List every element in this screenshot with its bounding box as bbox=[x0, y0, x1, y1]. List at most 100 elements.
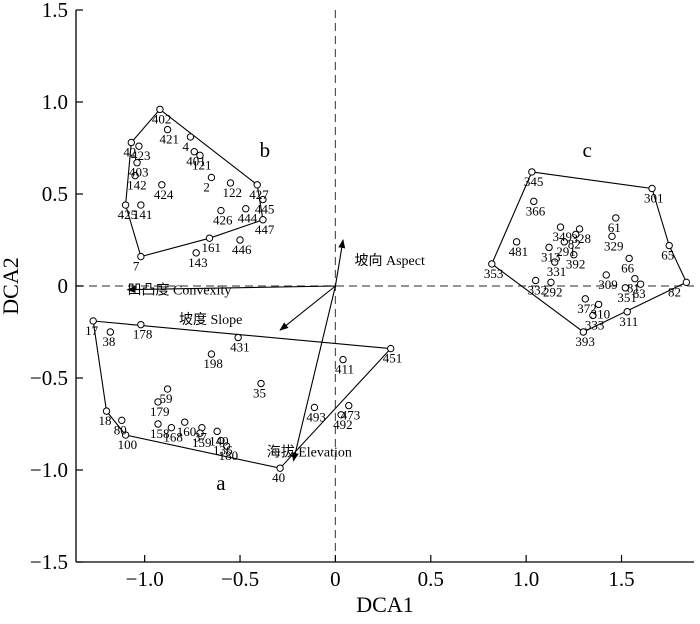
sample-point-40 bbox=[276, 464, 284, 472]
sample-label-393: 393 bbox=[575, 334, 595, 349]
vector-label-0: 坡向 Aspect bbox=[354, 253, 424, 269]
sample-point-198 bbox=[207, 350, 216, 358]
sample-label-424: 424 bbox=[154, 187, 174, 202]
sample-label-142: 142 bbox=[127, 178, 147, 193]
sample-point-329 bbox=[608, 232, 616, 241]
sample-point-392 bbox=[570, 251, 578, 259]
x-tick-label-4: 1.0 bbox=[513, 567, 539, 591]
sample-point-421 bbox=[163, 125, 172, 134]
sample-label-179: 179 bbox=[150, 404, 170, 419]
sample-label-81: 81 bbox=[627, 281, 640, 296]
sample-point-4 bbox=[186, 133, 195, 141]
sample-label-4: 4 bbox=[182, 139, 189, 154]
sample-label-333: 333 bbox=[585, 317, 605, 332]
sample-label-160: 160 bbox=[177, 424, 197, 439]
y-tick-label-2: −0.5 bbox=[30, 366, 68, 390]
sample-point-18 bbox=[102, 407, 111, 415]
sample-point-446 bbox=[236, 236, 244, 244]
sample-label-411: 411 bbox=[335, 362, 354, 377]
sample-point-143 bbox=[192, 249, 200, 257]
sample-point-393 bbox=[579, 328, 588, 336]
x-tick-label-0: −1.0 bbox=[126, 567, 164, 591]
sample-point-178 bbox=[137, 320, 145, 329]
sample-point-426 bbox=[217, 206, 225, 215]
vector-label-1: 凹凸度 Convexity bbox=[128, 283, 232, 299]
sample-point-473 bbox=[345, 401, 353, 410]
sample-label-40: 40 bbox=[272, 470, 285, 485]
sample-point-447 bbox=[259, 216, 267, 224]
sample-label-351: 351 bbox=[617, 290, 637, 305]
sample-point-301 bbox=[648, 184, 656, 193]
sample-point-351 bbox=[621, 284, 630, 292]
sample-label-392: 392 bbox=[566, 257, 586, 272]
sample-label-198: 198 bbox=[203, 356, 223, 371]
sample-point-328 bbox=[575, 225, 584, 233]
sample-point-313 bbox=[545, 243, 553, 252]
x-axis-title: DCA1 bbox=[356, 592, 413, 617]
group-labels: a b c bbox=[216, 138, 592, 495]
vector-label-3: 海拔 Elevation bbox=[267, 445, 352, 461]
sample-point-366 bbox=[530, 197, 538, 206]
sample-point-372 bbox=[581, 295, 589, 303]
sample-point-168 bbox=[167, 423, 176, 432]
vector-arrow-1 bbox=[126, 285, 336, 294]
sample-point-349 bbox=[556, 223, 565, 231]
sample-label-329: 329 bbox=[604, 238, 624, 253]
sample-label-168: 168 bbox=[163, 430, 183, 445]
sample-label-65: 65 bbox=[661, 248, 674, 263]
sample-label-100: 100 bbox=[118, 437, 138, 452]
sample-label-349: 349 bbox=[552, 229, 572, 244]
x-tick-label-2: 0 bbox=[330, 567, 341, 591]
sample-point-142 bbox=[131, 171, 139, 180]
sample-label-141: 141 bbox=[133, 207, 153, 222]
sample-label-37: 37 bbox=[194, 430, 208, 445]
sample-point-136 bbox=[217, 436, 225, 445]
sample-point-65 bbox=[665, 241, 673, 250]
sample-label-328: 328 bbox=[572, 231, 592, 246]
sample-label-136: 136 bbox=[213, 443, 233, 458]
sample-label-82: 82 bbox=[668, 284, 681, 299]
sample-point-17 bbox=[89, 317, 97, 325]
sample-point-331 bbox=[551, 258, 559, 266]
sample-point-140 bbox=[213, 427, 221, 436]
sample-label-309: 309 bbox=[598, 277, 618, 292]
sample-point-121 bbox=[196, 151, 204, 160]
sample-point-158 bbox=[154, 420, 162, 428]
sample-point-161 bbox=[205, 234, 214, 242]
sample-point-291 bbox=[560, 238, 568, 246]
sample-point-122 bbox=[226, 179, 235, 187]
sample-point-332 bbox=[531, 276, 540, 285]
sample-point-445 bbox=[259, 195, 267, 204]
sample-point-401 bbox=[190, 147, 198, 156]
sample-label-402: 402 bbox=[152, 111, 172, 126]
sample-point-180 bbox=[222, 442, 231, 450]
group-hull-b bbox=[125, 108, 264, 258]
sample-label-42: 42 bbox=[123, 144, 136, 159]
sample-label-301: 301 bbox=[644, 190, 664, 205]
sample-label-473: 473 bbox=[341, 408, 361, 423]
sample-point-160 bbox=[181, 418, 189, 426]
sample-point-66 bbox=[625, 254, 633, 263]
environment-vectors: 坡向 Aspect 凹凸度 Convexity 坡度 Slope 海拔 Elevati… bbox=[126, 239, 425, 462]
sample-point-42 bbox=[127, 138, 136, 147]
sample-point-141 bbox=[137, 201, 145, 209]
y-axis-title: DCA2 bbox=[0, 257, 23, 314]
sample-label-372: 372 bbox=[577, 301, 597, 316]
sample-point-425 bbox=[121, 201, 130, 209]
sample-label-401: 401 bbox=[186, 154, 206, 169]
sample-point-481 bbox=[512, 238, 521, 246]
sample-point-59 bbox=[163, 385, 172, 393]
y-tick-label-0: −1.5 bbox=[30, 550, 68, 574]
sample-label-158: 158 bbox=[150, 426, 170, 441]
sample-point-423 bbox=[135, 142, 143, 150]
sample-point-292 bbox=[547, 278, 555, 287]
sample-label-82: 82 bbox=[568, 236, 581, 251]
sample-point-492 bbox=[337, 411, 345, 419]
sample-point-159 bbox=[196, 429, 204, 437]
sample-point-333 bbox=[589, 311, 597, 320]
sample-point-493 bbox=[310, 403, 319, 412]
sample-label-63: 63 bbox=[633, 286, 646, 301]
vector-arrow-0 bbox=[334, 239, 346, 287]
vector-arrow-3 bbox=[291, 285, 336, 462]
